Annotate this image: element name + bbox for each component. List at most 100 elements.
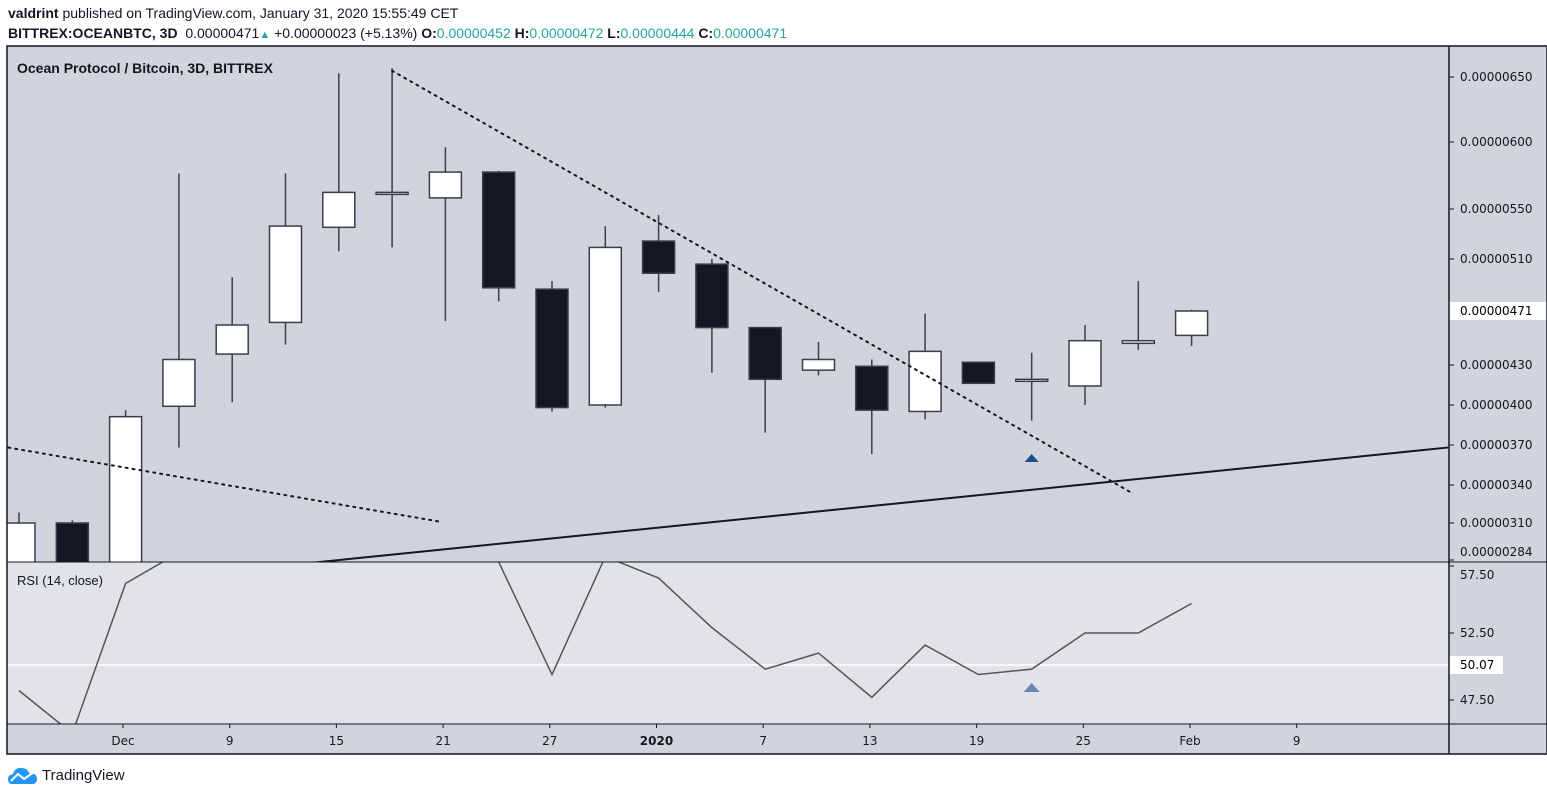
candle <box>855 359 889 455</box>
candle-body <box>1174 310 1209 337</box>
price-tick-label: 0.00000284 <box>1460 545 1533 559</box>
time-tick-label: 15 <box>329 734 344 748</box>
tradingview-logo: TradingView <box>8 766 125 784</box>
symbol: BITTREX:OCEANBTC, 3D <box>8 25 178 41</box>
candle-body <box>268 225 303 324</box>
candle <box>162 173 196 448</box>
time-tick-label: 9 <box>1293 734 1301 748</box>
candle-body <box>801 358 836 371</box>
price-change: +0.00000023 (+5.13%) <box>274 25 418 41</box>
candle-body <box>108 415 143 562</box>
open-value: 0.00000452 <box>436 25 511 41</box>
last-price: 0.00000471 <box>185 25 260 41</box>
chart-border <box>6 45 1547 755</box>
candle <box>55 520 90 562</box>
candle-body <box>55 522 90 562</box>
candle-body <box>961 361 996 385</box>
candle <box>695 259 729 373</box>
price-axis <box>1449 46 1547 754</box>
candle-body <box>7 522 36 562</box>
high-label: H: <box>514 25 530 41</box>
price-tick-label: 0.00000340 <box>1460 478 1533 492</box>
candle <box>108 410 143 562</box>
time-tick-label: 13 <box>862 734 877 748</box>
candle <box>215 277 249 403</box>
rsi-tick-label: 57.50 <box>1460 568 1494 582</box>
candle <box>375 68 409 248</box>
candle <box>268 173 303 345</box>
candle-body <box>535 288 569 409</box>
published-text: published on TradingView.com, January 31… <box>62 5 459 21</box>
candle-body <box>908 350 942 413</box>
candle-body <box>855 365 889 411</box>
candle <box>481 170 516 302</box>
last-price-badge <box>1449 302 1547 320</box>
open-label: O: <box>421 25 437 41</box>
candle-body <box>588 246 623 406</box>
candle-body <box>481 171 516 289</box>
candle-body <box>375 191 409 196</box>
candle-body <box>322 191 356 229</box>
candle <box>961 361 996 385</box>
time-tick-label: 19 <box>969 734 984 748</box>
time-tick-label: 25 <box>1076 734 1091 748</box>
price-tick-label: 0.00000550 <box>1460 202 1533 216</box>
rsi-tick-label: 52.50 <box>1460 626 1494 640</box>
time-tick-label: 27 <box>542 734 557 748</box>
time-tick-label: 7 <box>759 734 767 748</box>
candle-body <box>695 263 729 329</box>
time-tick-label: Feb <box>1179 734 1200 748</box>
candle-body <box>1121 339 1156 345</box>
candle-body <box>162 358 196 408</box>
chart-title: Ocean Protocol / Bitcoin, 3D, BITTREX <box>17 60 274 76</box>
candle <box>1068 325 1102 405</box>
candle <box>801 342 836 376</box>
candle <box>748 326 782 433</box>
rsi-label: RSI (14, close) <box>17 573 103 588</box>
candle <box>588 226 623 408</box>
tradingview-cloud-icon <box>8 767 37 784</box>
candle <box>322 73 356 252</box>
publish-info: valdrint published on TradingView.com, J… <box>8 5 458 21</box>
up-arrow-icon: ▲ <box>259 29 271 41</box>
rsi-level-badge <box>1449 656 1503 674</box>
candle-body <box>1014 378 1049 383</box>
trendline-dotted <box>7 446 442 523</box>
time-tick-label: 21 <box>435 734 450 748</box>
candle <box>641 215 676 292</box>
time-tick-label: 9 <box>226 734 234 748</box>
rsi-tick-label: 47.50 <box>1460 693 1494 707</box>
time-tick-label: Dec <box>111 734 134 748</box>
author: valdrint <box>8 5 59 21</box>
price-series <box>7 68 1449 562</box>
candle <box>908 313 942 420</box>
low-label: L: <box>607 25 621 41</box>
price-ticks: 0.00000650 0.00000600 0.00000550 0.00000510… <box>1449 70 1533 561</box>
price-tick-label: 0.00000650 <box>1460 70 1533 84</box>
price-tick-label: 0.00000430 <box>1460 358 1533 372</box>
candle-body <box>1068 339 1102 387</box>
candle-body <box>428 171 463 199</box>
trendline-dotted <box>391 69 1134 495</box>
trendline-solid <box>309 446 1449 562</box>
symbol-info: BITTREX:OCEANBTC, 3D 0.00000471▲ +0.0000… <box>8 25 787 41</box>
rsi-pane <box>7 562 1449 724</box>
candle <box>1121 281 1156 351</box>
triangle-up-marker <box>1024 454 1039 462</box>
close-value: 0.00000471 <box>713 25 788 41</box>
low-value: 0.00000444 <box>620 25 695 41</box>
candle-body <box>215 324 249 355</box>
candle <box>1174 309 1209 347</box>
price-tick-label: 0.00000370 <box>1460 438 1533 452</box>
last-price-label: 0.00000471 <box>1460 304 1533 318</box>
high-value: 0.00000472 <box>529 25 604 41</box>
rsi-level-label: 50.07 <box>1460 658 1494 672</box>
price-tick-label: 0.00000310 <box>1460 516 1533 530</box>
time-axis <box>7 724 1449 754</box>
candle <box>7 512 36 562</box>
price-tick-label: 0.00000510 <box>1460 252 1533 266</box>
candle-body <box>641 240 676 275</box>
rsi-ticks: 57.50 52.50 47.50 <box>1449 565 1494 707</box>
time-tick-label: 2020 <box>640 734 673 748</box>
